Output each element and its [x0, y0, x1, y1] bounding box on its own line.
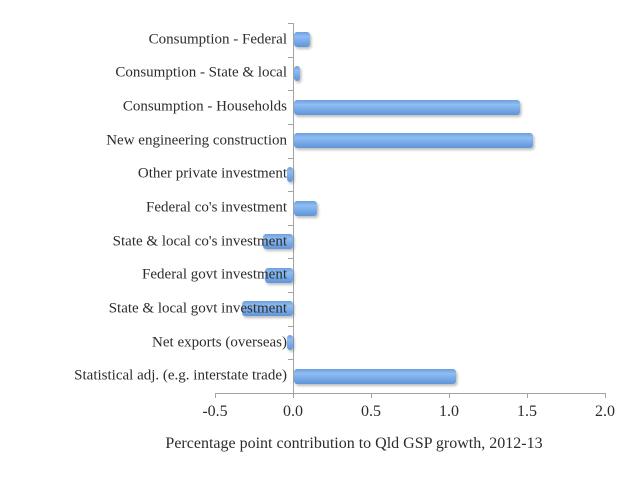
bar-federal-co-s-investment: [294, 200, 318, 216]
category-axis-tick: [288, 90, 293, 92]
category-label: State & local co's investment: [112, 233, 287, 250]
value-tick-label: 0.5: [361, 403, 381, 420]
value-tick-label: 1.5: [517, 403, 537, 420]
category-axis-tick: [288, 157, 293, 159]
bar-other-private-investment: [286, 166, 293, 182]
category-axis-tick: [288, 123, 293, 125]
value-axis-tick: [293, 393, 294, 398]
value-axis-tick: [371, 393, 372, 398]
bar-consumption-federal: [294, 32, 310, 48]
bar-new-engineering-construction: [294, 133, 533, 149]
category-label: Federal co's investment: [146, 199, 287, 216]
bar-consumption-state-local: [294, 65, 301, 81]
category-axis-tick: [288, 224, 293, 226]
value-tick-label: 2.0: [595, 403, 615, 420]
category-label: Consumption - Federal: [148, 31, 287, 48]
value-tick-label: 1.0: [439, 403, 459, 420]
category-label: Statistical adj. (e.g. interstate trade): [74, 367, 287, 384]
bar-consumption-households: [294, 99, 521, 115]
category-label: New engineering construction: [106, 132, 287, 149]
value-tick-label: -0.5: [202, 403, 228, 420]
category-label: Federal govt investment: [142, 266, 287, 283]
category-axis-tick: [288, 325, 293, 327]
category-label: State & local govt investment: [108, 300, 287, 317]
category-label: Net exports (overseas): [152, 334, 287, 351]
category-axis-tick: [288, 23, 293, 24]
category-label: Consumption - Households: [122, 98, 287, 115]
category-axis-tick: [288, 359, 293, 361]
value-axis-tick: [527, 393, 528, 398]
value-axis-tick: [215, 393, 216, 398]
bar-statistical-adj-e-g-interstate-trade: [294, 368, 457, 384]
category-axis-tick: [288, 292, 293, 294]
bar-state-local-govt-investment: [241, 301, 293, 317]
value-tick-label: 0.0: [283, 403, 303, 420]
value-axis-tick: [605, 393, 606, 398]
bar-federal-govt-investment: [264, 267, 293, 283]
value-zero-axis-line: [293, 23, 294, 393]
bar-net-exports-overseas: [286, 335, 293, 351]
bar-state-local-co-s-investment: [263, 234, 293, 250]
category-axis-tick: [288, 56, 293, 58]
category-label: Consumption - State & local: [115, 64, 287, 81]
horizontal-axis-line: [215, 393, 606, 394]
category-axis-tick: [288, 258, 293, 260]
category-axis-tick: [288, 393, 293, 394]
value-axis-tick: [449, 393, 450, 398]
x-axis-title: Percentage point contribution to Qld GSP…: [165, 435, 543, 452]
category-axis-tick: [288, 191, 293, 193]
category-label: Other private investment: [137, 165, 287, 182]
